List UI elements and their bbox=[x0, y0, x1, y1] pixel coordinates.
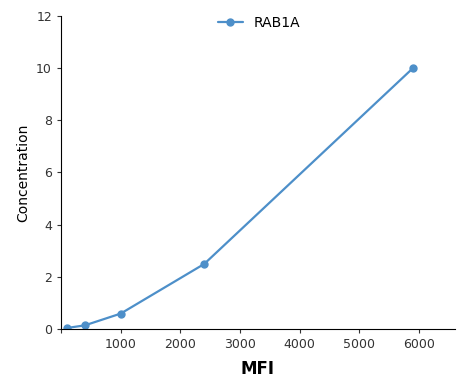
Legend: RAB1A: RAB1A bbox=[218, 16, 300, 30]
RAB1A bbox=[410, 65, 416, 70]
Y-axis label: Concentration: Concentration bbox=[16, 123, 30, 221]
RAB1A bbox=[118, 311, 123, 316]
RAB1A bbox=[64, 326, 70, 330]
X-axis label: MFI: MFI bbox=[241, 359, 275, 377]
RAB1A bbox=[82, 323, 88, 328]
RAB1A bbox=[201, 261, 207, 266]
Line: RAB1A: RAB1A bbox=[63, 64, 416, 332]
